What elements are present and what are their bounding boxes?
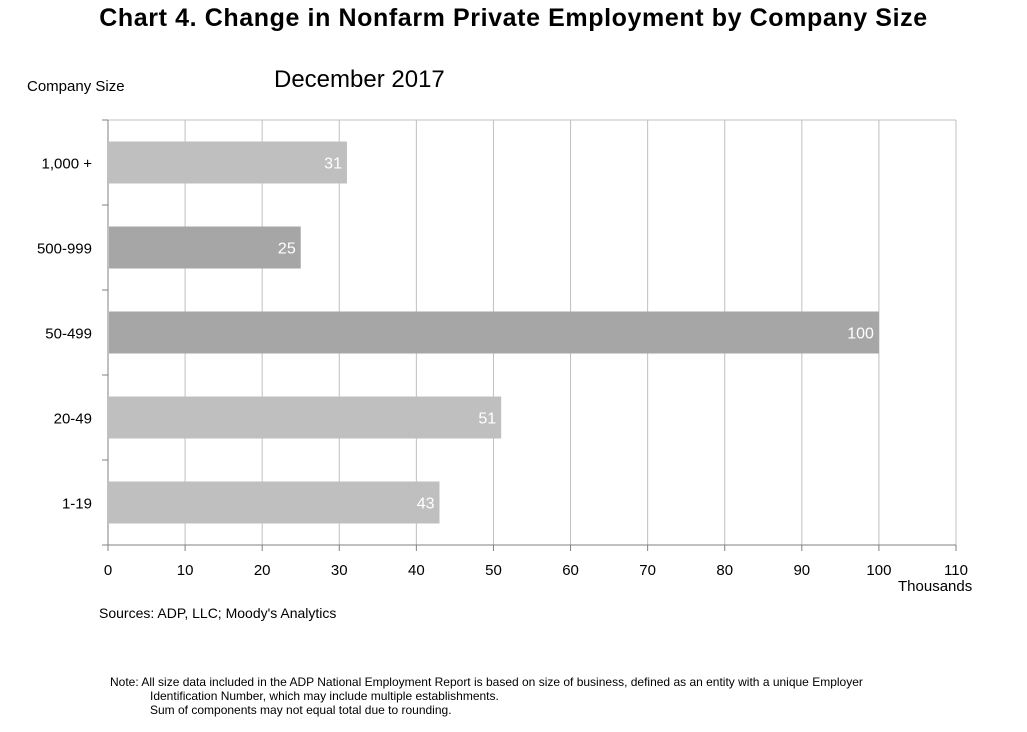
note-line-3: Sum of components may not equal total du… [150, 703, 452, 717]
x-tick-label: 60 [562, 562, 579, 579]
category-label: 1,000 + [42, 156, 93, 173]
x-axis-unit-label: Thousands [898, 578, 973, 595]
bar-chart: 311,000 +25500-99910050-4995120-49431-19… [37, 119, 968, 579]
bar-value-label: 31 [324, 156, 342, 173]
x-tick-label: 90 [793, 562, 810, 579]
x-tick-label: 40 [408, 562, 425, 579]
x-tick-label: 10 [177, 562, 194, 579]
category-label: 50-499 [45, 326, 92, 343]
bar-value-label: 100 [847, 326, 874, 343]
bar-value-label: 43 [417, 496, 435, 513]
bar-value-label: 51 [478, 411, 496, 428]
category-label: 500-999 [37, 241, 92, 258]
bar [109, 481, 440, 524]
x-tick-label: 100 [866, 562, 891, 579]
x-tick-label: 70 [639, 562, 656, 579]
x-tick-label: 80 [716, 562, 733, 579]
category-label: 20-49 [54, 411, 92, 428]
bar-value-label: 25 [278, 241, 296, 258]
x-tick-label: 110 [944, 562, 968, 579]
x-tick-label: 20 [254, 562, 271, 579]
note-block: Note: All size data included in the ADP … [110, 675, 863, 717]
note-line-2: Identification Number, which may include… [150, 689, 499, 703]
bar [109, 311, 879, 354]
y-axis-caption: Company Size [27, 78, 125, 95]
chart-subtitle: December 2017 [274, 66, 445, 93]
category-label: 1-19 [62, 496, 92, 513]
bar [109, 226, 301, 269]
bar [109, 141, 347, 184]
note-line-1: Note: All size data included in the ADP … [110, 675, 863, 689]
bar [109, 396, 502, 439]
chart-title: Chart 4. Change in Nonfarm Private Emplo… [99, 4, 928, 32]
x-tick-label: 50 [485, 562, 502, 579]
x-tick-label: 30 [331, 562, 348, 579]
x-tick-label: 0 [104, 562, 112, 579]
sources-text: Sources: ADP, LLC; Moody's Analytics [99, 605, 337, 621]
